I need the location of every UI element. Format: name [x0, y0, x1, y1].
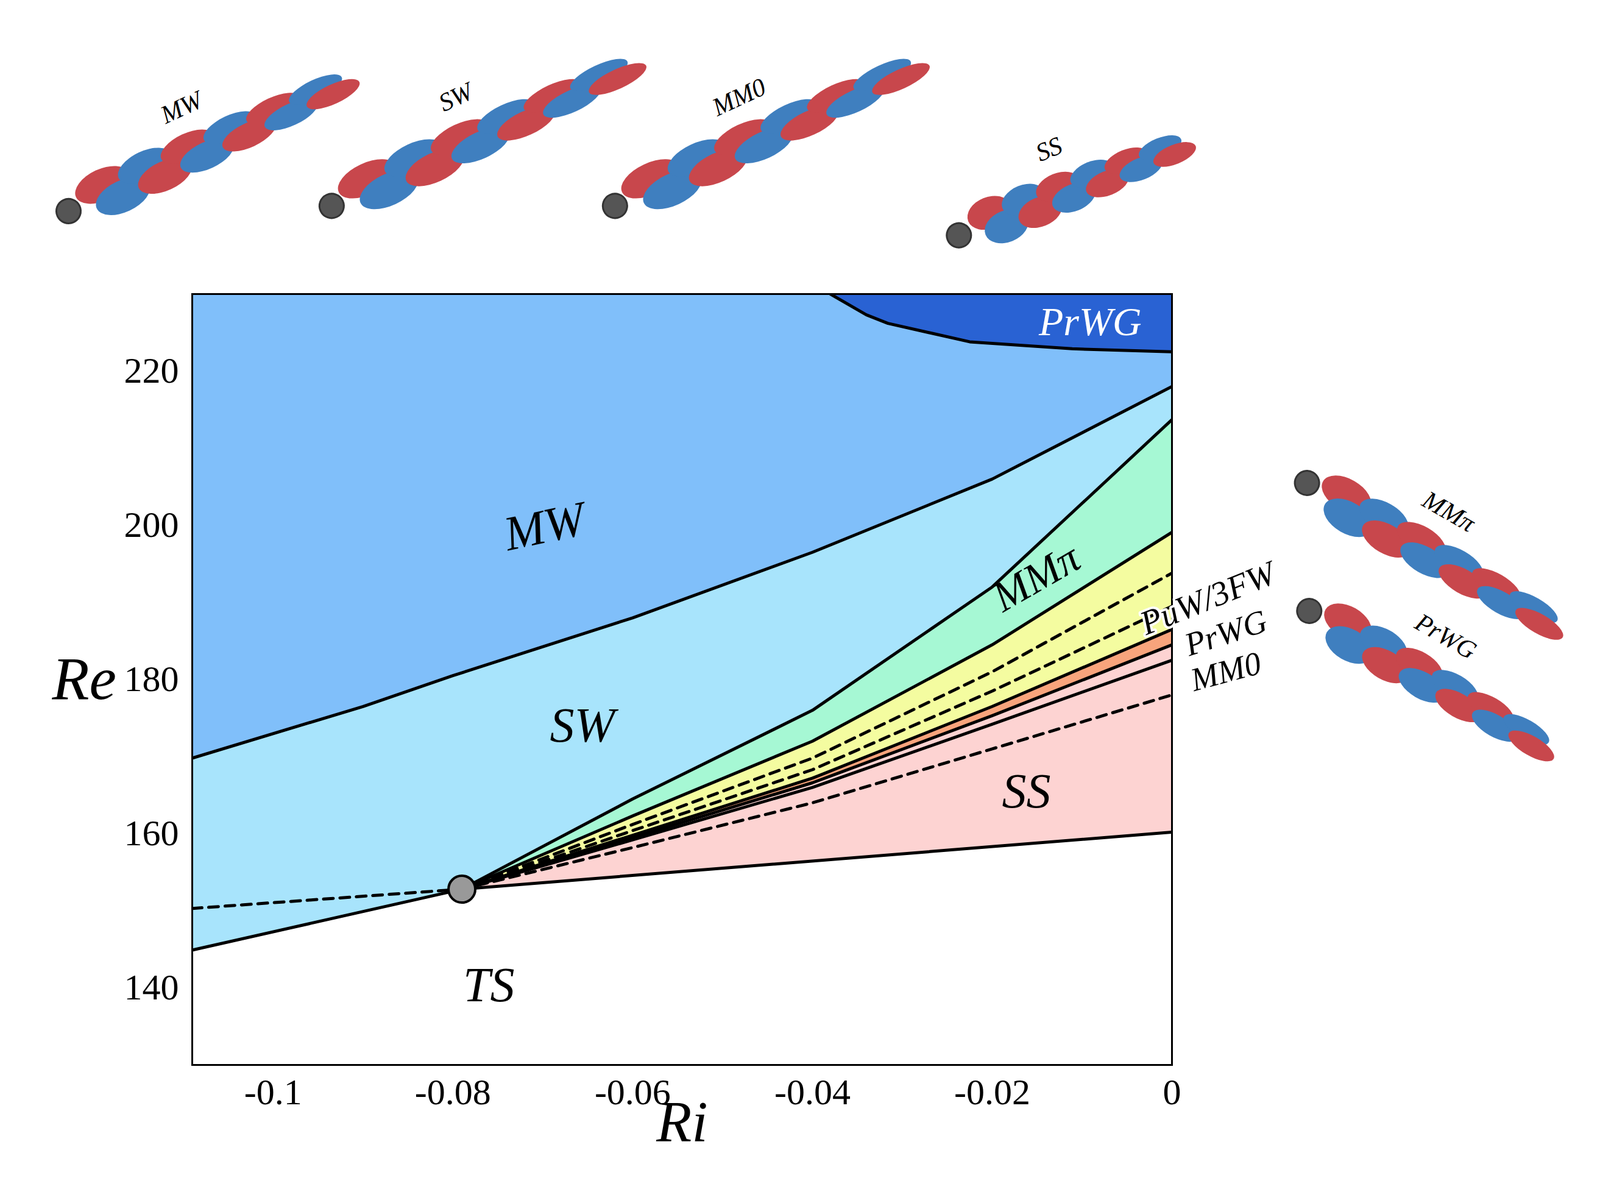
svg-text:TS: TS — [463, 957, 515, 1012]
svg-text:140: 140 — [124, 966, 180, 1008]
svg-text:MM0: MM0 — [1186, 644, 1265, 699]
svg-text:SS: SS — [1002, 764, 1052, 818]
svg-text:PrWG: PrWG — [1180, 602, 1272, 664]
svg-text:MM0: MM0 — [707, 72, 771, 122]
svg-text:Ri: Ri — [655, 1089, 708, 1154]
svg-text:SW: SW — [434, 76, 480, 117]
svg-text:200: 200 — [124, 504, 180, 545]
svg-text:-0.06: -0.06 — [594, 1071, 671, 1113]
svg-text:-0.08: -0.08 — [414, 1071, 492, 1112]
svg-text:PrWG: PrWG — [1038, 299, 1142, 344]
svg-text:MW: MW — [155, 84, 209, 130]
svg-text:PrWG: PrWG — [1409, 607, 1482, 665]
svg-text:SS: SS — [1031, 130, 1066, 167]
svg-text:-0.04: -0.04 — [774, 1071, 851, 1112]
svg-text:-0.1: -0.1 — [244, 1071, 303, 1112]
svg-text:PuW/3FW: PuW/3FW — [1134, 553, 1281, 642]
svg-text:Re: Re — [51, 644, 117, 713]
svg-text:MW: MW — [498, 490, 594, 561]
svg-text:-0.02: -0.02 — [954, 1071, 1031, 1112]
svg-text:160: 160 — [124, 812, 180, 854]
svg-text:180: 180 — [124, 658, 180, 699]
svg-text:220: 220 — [124, 350, 180, 391]
svg-text:SW: SW — [549, 698, 619, 752]
svg-text:MMπ: MMπ — [1417, 484, 1481, 538]
svg-text:0: 0 — [1163, 1071, 1182, 1112]
svg-text:MMπ: MMπ — [983, 533, 1089, 621]
